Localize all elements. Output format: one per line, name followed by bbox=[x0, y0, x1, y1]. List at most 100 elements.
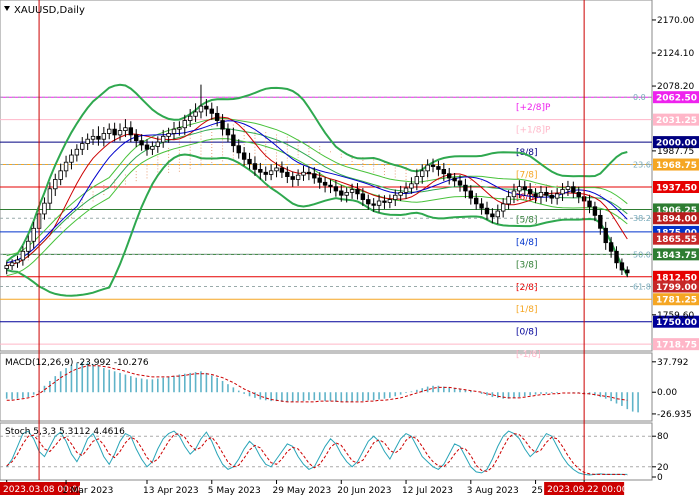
candle-body-54 bbox=[295, 174, 301, 180]
candle-body-102 bbox=[554, 193, 560, 199]
candle-body-96 bbox=[522, 186, 527, 190]
candle-body-85 bbox=[463, 184, 468, 192]
y-axis-ticks: 2170.00 2124.10 2078.20 1987.75 1759.60 bbox=[652, 16, 694, 321]
candle-body-68 bbox=[371, 203, 376, 206]
xlabel-text-0: 2023.03.08 00:00 bbox=[3, 485, 84, 495]
candle-body-22 bbox=[123, 127, 128, 131]
candle-body-80 bbox=[436, 166, 441, 170]
candle-body-86 bbox=[468, 190, 474, 199]
macd-panel-frame bbox=[0, 352, 653, 422]
price-label-text-5: 1906.25 bbox=[656, 206, 697, 216]
candle-body-3 bbox=[20, 250, 26, 261]
candle-body-46 bbox=[252, 163, 258, 170]
candle-body-0 bbox=[4, 265, 9, 269]
price-label-text-12: 1781.25 bbox=[656, 296, 697, 306]
candle-body-24 bbox=[134, 134, 139, 142]
candle-body-72 bbox=[393, 194, 398, 200]
candle-body-64 bbox=[349, 189, 355, 193]
candle-body-60 bbox=[328, 184, 333, 188]
main-ytick-label-1: 2124.10 bbox=[657, 49, 694, 59]
candle-body-101 bbox=[549, 194, 554, 199]
candle-body-8 bbox=[47, 188, 53, 204]
price-label-text-3: 1968.75 bbox=[656, 161, 697, 171]
price-label-text-2: 2000.00 bbox=[656, 139, 697, 149]
candle-body-1 bbox=[9, 262, 15, 267]
candle-body-106 bbox=[576, 191, 581, 198]
candle-body-14 bbox=[80, 143, 85, 150]
candle-body-21 bbox=[117, 130, 123, 136]
price-label-text-11: 1799.00 bbox=[656, 283, 697, 293]
price-label-text-6: 1894.00 bbox=[656, 215, 697, 225]
price-label-box-9 bbox=[653, 248, 699, 261]
candle-body-47 bbox=[258, 168, 263, 173]
stoch-main-line bbox=[6, 430, 628, 476]
candle-body-73 bbox=[398, 191, 403, 196]
macd-ytick-label-0: 37.792 bbox=[657, 358, 689, 368]
fibo-label-2: 38.2 bbox=[633, 214, 651, 223]
murrey-label-11: [-1/8] bbox=[516, 350, 541, 360]
candle-body-44 bbox=[241, 152, 247, 160]
murrey-label-9: [1/8] bbox=[516, 305, 538, 315]
candle-body-41 bbox=[225, 128, 231, 136]
candle-body-25 bbox=[139, 140, 144, 146]
candles[interactable] bbox=[4, 84, 630, 278]
candle-body-39 bbox=[214, 112, 220, 121]
candle-body-33 bbox=[182, 120, 187, 129]
candle-body-104 bbox=[565, 186, 571, 190]
candle-body-100 bbox=[544, 191, 549, 196]
candle-body-99 bbox=[538, 191, 544, 198]
price-label-box-2 bbox=[653, 136, 699, 149]
candle-body-113 bbox=[614, 250, 619, 264]
candle-body-31 bbox=[171, 128, 177, 134]
candle-body-42 bbox=[231, 134, 236, 147]
xlabel-text-7: 3 Aug 2023 bbox=[467, 486, 519, 496]
main-panel-frame bbox=[0, 0, 653, 352]
price-label-box-4 bbox=[653, 180, 699, 193]
candle-body-111 bbox=[603, 227, 608, 244]
murrey-label-1: [+1/8]P bbox=[516, 126, 551, 136]
candle-body-62 bbox=[339, 190, 344, 196]
candle-body-81 bbox=[441, 168, 447, 175]
stoch-signal-line bbox=[6, 433, 628, 476]
candle-body-9 bbox=[53, 179, 58, 190]
candle-body-77 bbox=[420, 170, 425, 177]
candle-body-95 bbox=[517, 186, 522, 192]
candle-body-35 bbox=[193, 111, 198, 117]
stoch-label: Stoch 5,3,3 5.3112 4.4616 bbox=[5, 427, 125, 437]
candle-body-70 bbox=[382, 200, 387, 203]
murrey-label-4: [6/8] bbox=[516, 193, 538, 203]
candle-body-29 bbox=[160, 135, 166, 143]
price-label-box-13 bbox=[653, 315, 699, 328]
candle-body-18 bbox=[101, 133, 107, 140]
candle-body-4 bbox=[26, 240, 31, 252]
macd-signal-line bbox=[6, 365, 628, 403]
candle-body-79 bbox=[430, 164, 436, 167]
fibo-label-4: 61.8 bbox=[633, 282, 651, 291]
candle-body-91 bbox=[495, 210, 500, 218]
candle-body-83 bbox=[452, 177, 457, 182]
candle-body-71 bbox=[387, 199, 393, 203]
murrey-label-2: [8/8] bbox=[516, 148, 538, 158]
price-label-box-6 bbox=[653, 212, 699, 225]
murrey-label-7: [3/8] bbox=[516, 260, 538, 270]
price-label-text-1: 2031.25 bbox=[656, 116, 697, 126]
candle-body-97 bbox=[527, 189, 533, 195]
price-label-text-13: 1750.00 bbox=[656, 318, 697, 328]
x-axis-labels: 2023.03.08 00:001 Mar 2023 13 Apr 2023 5 M… bbox=[0, 480, 628, 496]
xlabel-box-9 bbox=[544, 482, 625, 495]
main-ytick-label-2: 2078.20 bbox=[657, 82, 694, 92]
candle-body-78 bbox=[425, 164, 430, 172]
envelope-lower bbox=[6, 138, 628, 277]
candle-body-40 bbox=[220, 120, 225, 130]
price-label-box-11 bbox=[653, 280, 699, 293]
candle-body-76 bbox=[414, 176, 420, 185]
candle-body-103 bbox=[560, 189, 565, 195]
candle-body-57 bbox=[312, 173, 317, 179]
macd-label: MACD(12,26,9) -23.992 -10.276 bbox=[5, 358, 149, 368]
candle-body-56 bbox=[306, 171, 312, 175]
bollinger-upper bbox=[6, 83, 628, 263]
candle-body-105 bbox=[571, 186, 576, 193]
candle-body-59 bbox=[322, 181, 328, 186]
candle-body-2 bbox=[15, 259, 20, 264]
